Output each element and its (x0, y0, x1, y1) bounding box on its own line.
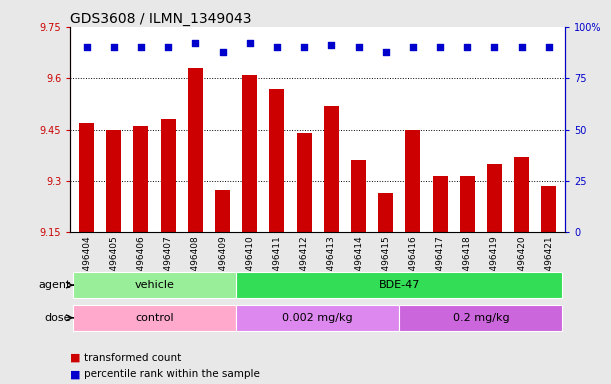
Point (136, 44, 146, 50)
Bar (73, 305, 236, 331)
Point (463, 44, 472, 50)
Bar (161, 119, 175, 232)
Text: control: control (135, 313, 174, 323)
Bar (487, 164, 502, 232)
Bar (297, 133, 312, 232)
Bar (433, 176, 448, 232)
Bar (106, 130, 121, 232)
Bar (236, 272, 563, 298)
Point (218, 48, 227, 55)
Text: 0.002 mg/kg: 0.002 mg/kg (282, 313, 353, 323)
Text: agent: agent (38, 280, 71, 290)
Bar (351, 161, 366, 232)
Text: ■: ■ (70, 353, 81, 363)
Text: vehicle: vehicle (134, 280, 175, 290)
Point (191, 40, 200, 46)
Point (489, 44, 499, 50)
Point (517, 44, 527, 50)
Point (354, 44, 364, 50)
Bar (378, 193, 393, 232)
Text: percentile rank within the sample: percentile rank within the sample (84, 369, 260, 379)
Bar (514, 157, 529, 232)
Point (109, 44, 119, 50)
Bar (133, 126, 148, 232)
Bar (215, 190, 230, 232)
Point (163, 44, 173, 50)
Point (82, 44, 92, 50)
Bar (236, 305, 400, 331)
Text: ■: ■ (70, 369, 81, 379)
Bar (188, 68, 203, 232)
Bar (79, 123, 94, 232)
Bar (269, 89, 284, 232)
Text: dose: dose (45, 313, 71, 323)
Bar (406, 130, 420, 232)
Bar (400, 305, 563, 331)
Point (381, 48, 390, 55)
Point (272, 44, 282, 50)
Bar (73, 272, 236, 298)
Point (299, 44, 309, 50)
Text: 0.2 mg/kg: 0.2 mg/kg (453, 313, 509, 323)
Bar (242, 75, 257, 232)
Text: BDE-47: BDE-47 (379, 280, 420, 290)
Text: transformed count: transformed count (84, 353, 181, 363)
Bar (324, 106, 338, 232)
Point (435, 44, 445, 50)
Bar (541, 186, 557, 232)
Bar (460, 176, 475, 232)
Point (408, 44, 418, 50)
Point (245, 40, 255, 46)
Text: GDS3608 / ILMN_1349043: GDS3608 / ILMN_1349043 (70, 12, 252, 26)
Point (326, 42, 336, 48)
Point (544, 44, 554, 50)
